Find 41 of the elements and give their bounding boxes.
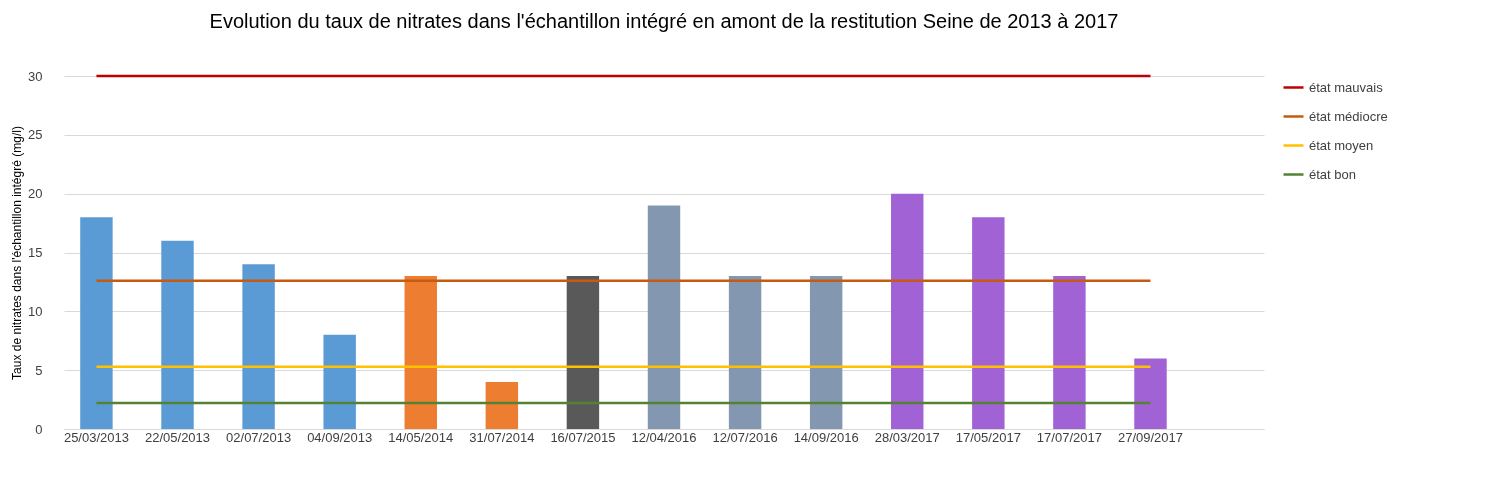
bar xyxy=(647,205,681,429)
bar xyxy=(80,217,113,429)
bar xyxy=(972,217,1005,429)
bar xyxy=(485,381,519,429)
y-tick-label: 25 xyxy=(28,127,43,143)
legend-label: état médiocre xyxy=(1309,108,1388,124)
x-tick-label: 04/09/2013 xyxy=(307,429,373,445)
x-tick-label: 14/05/2014 xyxy=(388,429,454,445)
y-tick-label: 20 xyxy=(28,186,43,202)
bar xyxy=(1134,358,1167,429)
x-tick-label: 14/09/2016 xyxy=(793,429,859,445)
y-tick-label: 30 xyxy=(28,68,43,84)
x-tick-label: 25/03/2013 xyxy=(63,429,129,445)
x-tick-label: 31/07/2014 xyxy=(469,429,535,445)
bar xyxy=(404,276,437,429)
bar xyxy=(728,276,762,429)
bar xyxy=(323,334,356,429)
x-tick-label: 27/09/2017 xyxy=(1117,429,1184,445)
y-tick-label: 0 xyxy=(35,421,43,437)
legend-label: état mauvais xyxy=(1309,79,1384,95)
y-tick-label: 10 xyxy=(28,303,43,319)
bar xyxy=(566,276,600,429)
x-tick-label: 28/03/2017 xyxy=(874,429,940,445)
legend-label: état moyen xyxy=(1309,137,1374,153)
x-tick-label: 02/07/2013 xyxy=(226,429,292,445)
y-tick-label: 15 xyxy=(28,245,43,260)
x-tick-label: 16/07/2015 xyxy=(550,429,616,445)
x-tick-label: 22/05/2013 xyxy=(144,429,211,445)
y-axis-title: Taux de nitrates dans l'échantillon intégré (mg/l) xyxy=(10,126,25,380)
bar xyxy=(242,264,275,429)
bar xyxy=(809,276,843,429)
chart-title: Evolution du taux de nitrates dans l'échantillon intégré en amont de la restitution Seine de 2013 à 2017 xyxy=(209,10,1119,32)
bar xyxy=(161,240,194,429)
x-tick-label: 12/04/2016 xyxy=(631,429,697,445)
x-tick-label: 12/07/2016 xyxy=(712,429,778,445)
x-tick-label: 17/05/2017 xyxy=(955,429,1021,445)
legend-label: état bon xyxy=(1309,166,1356,182)
y-tick-label: 5 xyxy=(35,362,43,378)
bar xyxy=(891,193,924,429)
bar xyxy=(1053,276,1086,429)
x-tick-label: 17/07/2017 xyxy=(1036,429,1102,445)
